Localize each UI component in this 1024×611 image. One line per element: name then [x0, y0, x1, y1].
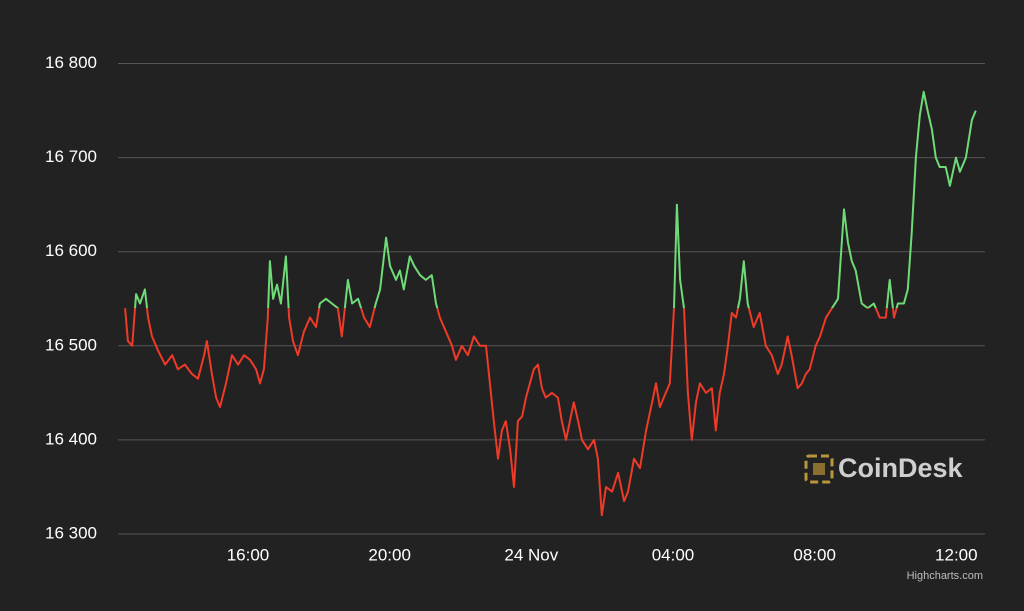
y-tick-label: 16 800 [45, 53, 97, 72]
y-tick-label: 16 300 [45, 523, 97, 542]
line-below [124, 308, 898, 517]
x-tick-label: 08:00 [793, 545, 836, 564]
x-tick-label: 12:00 [935, 545, 978, 564]
x-tick-label: 24 Nov [504, 545, 558, 564]
y-tick-label: 16 700 [45, 147, 97, 166]
y-tick-label: 16 600 [45, 241, 97, 260]
watermark-logo [804, 454, 834, 484]
credit[interactable]: Highcharts.com [907, 570, 983, 582]
y-tick-label: 16 400 [45, 429, 97, 448]
y-tick-label: 16 500 [45, 335, 97, 354]
watermark: CoinDesk [838, 453, 964, 483]
line-above [125, 90, 977, 309]
x-tick-label: 20:00 [368, 545, 411, 564]
x-tick-label: 04:00 [652, 545, 695, 564]
x-tick-label: 16:00 [227, 545, 270, 564]
